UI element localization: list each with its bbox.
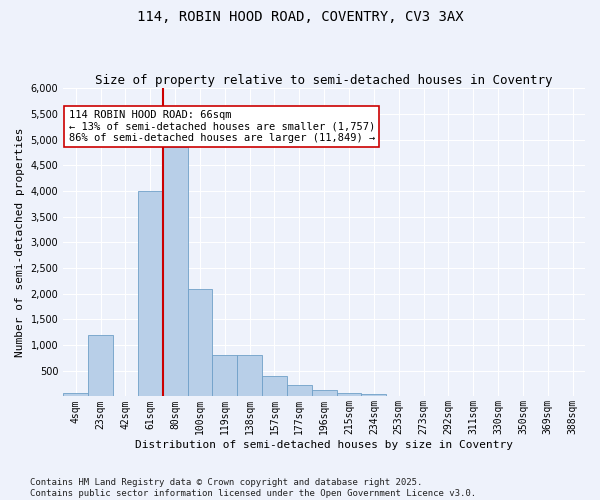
Y-axis label: Number of semi-detached properties: Number of semi-detached properties: [15, 128, 25, 357]
Bar: [88, 335, 113, 396]
Text: Contains HM Land Registry data © Crown copyright and database right 2025.
Contai: Contains HM Land Registry data © Crown c…: [30, 478, 476, 498]
Bar: [188, 288, 212, 397]
Bar: [287, 384, 312, 396]
Bar: [337, 393, 361, 396]
Bar: [361, 394, 386, 396]
Bar: [212, 356, 237, 397]
Bar: [262, 376, 287, 396]
Bar: [312, 390, 337, 396]
Bar: [138, 191, 163, 396]
Title: Size of property relative to semi-detached houses in Coventry: Size of property relative to semi-detach…: [95, 74, 553, 87]
Text: 114, ROBIN HOOD ROAD, COVENTRY, CV3 3AX: 114, ROBIN HOOD ROAD, COVENTRY, CV3 3AX: [137, 10, 463, 24]
Bar: [237, 356, 262, 397]
Bar: [63, 393, 88, 396]
Text: 114 ROBIN HOOD ROAD: 66sqm
← 13% of semi-detached houses are smaller (1,757)
86%: 114 ROBIN HOOD ROAD: 66sqm ← 13% of semi…: [68, 110, 375, 143]
X-axis label: Distribution of semi-detached houses by size in Coventry: Distribution of semi-detached houses by …: [135, 440, 513, 450]
Bar: [163, 147, 188, 396]
